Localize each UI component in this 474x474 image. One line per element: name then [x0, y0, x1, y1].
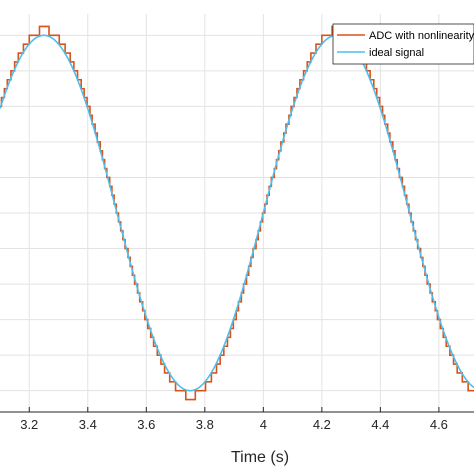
x-tick-label: 3.8 — [196, 417, 214, 432]
x-axis-title: Time (s) — [231, 449, 289, 466]
legend-label-adc: ADC with nonlinearity — [369, 30, 474, 42]
x-tick-label: 4 — [260, 417, 267, 432]
x-tick-label: 3.2 — [20, 417, 38, 432]
x-tick-label: 4.4 — [371, 417, 389, 432]
legend-box — [332, 23, 474, 65]
x-tick-label: 3.6 — [137, 417, 155, 432]
series-ideal-line — [0, 34, 474, 392]
legend-label-ideal: ideal signal — [369, 47, 424, 59]
x-tick-label: 4.6 — [430, 417, 448, 432]
x-tick-label: 3.4 — [79, 417, 97, 432]
x-tick-label: 4.2 — [313, 417, 331, 432]
